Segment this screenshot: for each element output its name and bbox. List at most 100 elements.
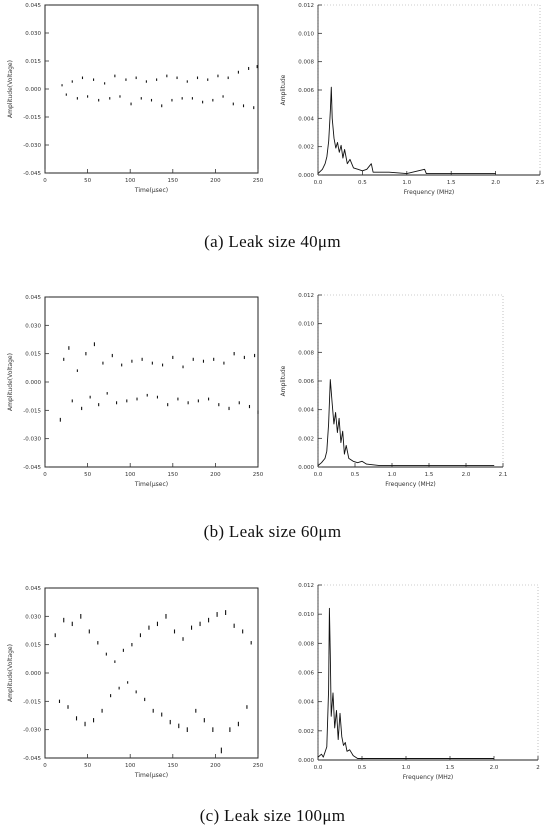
caption-c: (c) Leak size 100μm xyxy=(199,806,346,825)
x-tick-label: 250 xyxy=(253,763,264,769)
y-tick-label: 0.045 xyxy=(25,295,41,301)
plot-frame xyxy=(317,294,504,468)
x-tick-label: 0.0 xyxy=(314,472,323,478)
x-tick-label: 200 xyxy=(210,763,221,769)
spectrum-line xyxy=(317,86,496,175)
x-tick-label: 0.5 xyxy=(351,472,360,478)
x-tick-label: 250 xyxy=(253,472,264,478)
y-tick-label: 0.030 xyxy=(25,323,41,329)
y-axis-label: Amplitude(Voltage) xyxy=(7,644,14,702)
y-tick-label: 0.004 xyxy=(298,700,314,706)
y-tick-label: 0.006 xyxy=(298,88,314,94)
y-tick-label: -0.015 xyxy=(23,699,41,705)
x-tick-label: 0 xyxy=(43,178,47,184)
plot-frame xyxy=(317,584,539,761)
x-tick-label: 2.0 xyxy=(491,180,500,186)
y-tick-label: -0.030 xyxy=(23,143,41,149)
y-tick-label: 0.010 xyxy=(298,322,314,328)
y-tick-label: 0.000 xyxy=(298,758,314,764)
x-tick-label: 0.0 xyxy=(314,180,323,186)
x-axis-label: Frequency (MHz) xyxy=(385,481,435,488)
y-tick-label: 0.000 xyxy=(298,465,314,471)
x-tick-label: 200 xyxy=(210,178,221,184)
x-tick-label: 100 xyxy=(125,763,136,769)
x-axis-label: Time(μsec) xyxy=(134,772,168,779)
x-tick-label: 1.0 xyxy=(402,765,411,771)
x-tick-label: 0 xyxy=(43,763,47,769)
y-tick-label: 0.015 xyxy=(25,643,41,649)
y-tick-label: 0.006 xyxy=(298,379,314,385)
y-tick-label: 0.012 xyxy=(298,293,314,299)
y-tick-label: 0.000 xyxy=(25,380,41,386)
y-tick-label: 0.004 xyxy=(298,116,314,122)
x-tick-label: 2.0 xyxy=(490,765,499,771)
x-tick-label: 150 xyxy=(168,178,179,184)
x-tick-label: 150 xyxy=(168,472,179,478)
x-tick-label: 1.5 xyxy=(446,765,455,771)
y-tick-label: -0.015 xyxy=(23,408,41,414)
x-tick-label: 0 xyxy=(43,472,47,478)
x-tick-label: 0.0 xyxy=(314,765,323,771)
x-tick-label: 50 xyxy=(84,178,91,184)
x-axis-label: Frequency (MHz) xyxy=(403,774,453,781)
y-tick-label: 0.006 xyxy=(298,671,314,677)
y-tick-label: -0.030 xyxy=(23,437,41,443)
x-tick-label: 50 xyxy=(84,472,91,478)
x-tick-label: 0.5 xyxy=(358,180,367,186)
spectrum-line xyxy=(317,379,495,467)
x-axis-label: Frequency (MHz) xyxy=(404,189,454,196)
x-tick-label: 250 xyxy=(253,178,264,184)
y-tick-label: -0.015 xyxy=(23,115,41,121)
x-tick-label: 1.0 xyxy=(388,472,397,478)
plot-frame xyxy=(44,296,259,468)
y-tick-label: 0.045 xyxy=(25,3,41,9)
y-tick-label: 0.015 xyxy=(25,59,41,65)
x-tick-label: 1.5 xyxy=(447,180,456,186)
y-tick-label: -0.045 xyxy=(23,465,41,471)
y-tick-label: 0.000 xyxy=(25,671,41,677)
y-tick-label: 0.004 xyxy=(298,408,314,414)
y-axis-label: Amplitude xyxy=(280,74,287,105)
y-tick-label: 0.008 xyxy=(298,60,314,66)
y-tick-label: -0.030 xyxy=(23,728,41,734)
y-tick-label: 0.008 xyxy=(298,350,314,356)
y-tick-label: 0.030 xyxy=(25,31,41,37)
y-tick-label: 0.002 xyxy=(298,436,314,442)
caption-a: (a) Leak size 40μm xyxy=(204,232,341,251)
y-tick-label: 0.045 xyxy=(25,586,41,592)
x-tick-label: 2 xyxy=(536,765,540,771)
x-axis-label: Time(μsec) xyxy=(134,481,168,488)
plot-frame xyxy=(317,4,541,176)
y-tick-label: 0.002 xyxy=(298,729,314,735)
x-axis-label: Time(μsec) xyxy=(134,187,168,194)
x-tick-label: 50 xyxy=(84,763,91,769)
y-tick-label: 0.015 xyxy=(25,352,41,358)
y-tick-label: 0.012 xyxy=(298,583,314,589)
y-axis-label: Amplitude xyxy=(280,365,287,396)
y-tick-label: 0.010 xyxy=(298,31,314,37)
x-tick-label: 100 xyxy=(125,178,136,184)
y-tick-label: 0.010 xyxy=(298,612,314,618)
spectrum-line xyxy=(317,607,494,759)
x-tick-label: 1.0 xyxy=(402,180,411,186)
y-tick-label: 0.000 xyxy=(25,87,41,93)
x-tick-label: 150 xyxy=(168,763,179,769)
x-tick-label: 200 xyxy=(210,472,221,478)
y-tick-label: 0.002 xyxy=(298,145,314,151)
y-tick-label: 0.030 xyxy=(25,614,41,620)
x-tick-label: 2.1 xyxy=(499,472,508,478)
x-tick-label: 2.0 xyxy=(462,472,471,478)
y-tick-label: -0.045 xyxy=(23,171,41,177)
y-axis-label: Amplitude(Voltage) xyxy=(7,353,14,411)
caption-b: (b) Leak size 60μm xyxy=(203,522,342,541)
y-tick-label: -0.045 xyxy=(23,756,41,762)
y-tick-label: 0.000 xyxy=(298,173,314,179)
x-tick-label: 1.5 xyxy=(425,472,434,478)
